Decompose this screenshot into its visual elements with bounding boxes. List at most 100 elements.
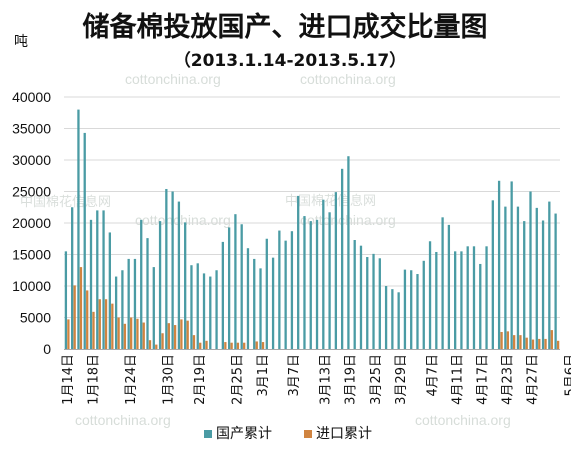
y-tick-label: 25000 bbox=[12, 184, 51, 200]
x-tick-label: 3月7日 bbox=[287, 354, 302, 397]
bar-domestic bbox=[485, 246, 488, 349]
bar-import bbox=[111, 303, 114, 349]
bar-domestic bbox=[466, 246, 469, 349]
bar-import bbox=[230, 342, 233, 349]
bar-domestic bbox=[71, 207, 74, 349]
bar-domestic bbox=[548, 201, 551, 349]
bar-domestic bbox=[246, 248, 250, 349]
bar-domestic bbox=[253, 258, 256, 349]
x-tick-label: 3月1日 bbox=[256, 354, 271, 397]
x-tick-label: 1月30日 bbox=[162, 354, 177, 405]
bar-domestic bbox=[102, 210, 105, 349]
bar-domestic bbox=[221, 241, 224, 349]
bar-domestic bbox=[347, 156, 350, 349]
y-axis-unit: 吨 bbox=[14, 34, 28, 50]
bar-import bbox=[117, 317, 120, 349]
bar-domestic bbox=[190, 265, 193, 349]
x-tick-label: 1月14日 bbox=[61, 354, 76, 405]
watermark-domain: cottonchina.org bbox=[135, 212, 231, 228]
bar-import bbox=[136, 318, 139, 349]
watermark-cn: 中国棉花信息网 bbox=[20, 194, 111, 210]
bar-domestic bbox=[322, 199, 325, 349]
bar-domestic bbox=[259, 268, 262, 349]
bar-domestic bbox=[378, 258, 381, 349]
bar-domestic bbox=[114, 276, 118, 349]
y-tick-label: 15000 bbox=[12, 247, 51, 263]
bar-domestic bbox=[454, 251, 457, 349]
bar-domestic bbox=[497, 180, 501, 349]
bar-domestic bbox=[447, 224, 451, 349]
bar-domestic bbox=[146, 238, 149, 349]
bar-domestic bbox=[284, 240, 287, 349]
x-tick-label: 4月17日 bbox=[476, 354, 491, 405]
bar-domestic bbox=[158, 221, 162, 349]
bar-domestic bbox=[353, 240, 356, 349]
bar-domestic bbox=[290, 231, 294, 349]
bar-domestic bbox=[372, 253, 375, 349]
bar-import bbox=[513, 335, 516, 349]
x-tick-label: 1月18日 bbox=[86, 354, 101, 405]
x-tick-label: 4月7日 bbox=[425, 354, 440, 397]
bar-domestic bbox=[278, 230, 281, 349]
bar-domestic bbox=[535, 207, 538, 349]
bar-domestic bbox=[315, 219, 319, 349]
bar-import bbox=[167, 323, 170, 349]
bar-domestic bbox=[171, 191, 174, 349]
bar-import bbox=[500, 331, 503, 349]
watermark-domain: cottonchina.org bbox=[415, 412, 511, 428]
bar-domestic bbox=[89, 219, 93, 349]
legend-label-domestic: 国产累计 bbox=[216, 426, 272, 442]
bar-import bbox=[86, 290, 89, 349]
bar-domestic bbox=[108, 232, 111, 349]
bar-import bbox=[519, 335, 522, 349]
bar-domestic bbox=[403, 269, 407, 349]
bar-domestic bbox=[510, 181, 513, 349]
bar-import bbox=[556, 340, 560, 349]
bar-import bbox=[224, 342, 227, 349]
bar-import bbox=[186, 320, 189, 349]
bar-domestic bbox=[472, 246, 476, 349]
bar-domestic bbox=[334, 192, 338, 349]
x-tick-label: 1月24日 bbox=[124, 354, 139, 405]
y-tick-label: 5000 bbox=[20, 310, 51, 326]
bar-domestic bbox=[202, 273, 206, 349]
legend: 国产累计 进口累计 bbox=[204, 426, 372, 442]
bar-import bbox=[142, 322, 145, 349]
bar-domestic bbox=[152, 267, 155, 349]
bar-import bbox=[130, 317, 133, 349]
bar-import bbox=[525, 337, 528, 349]
bar-domestic bbox=[177, 201, 181, 349]
x-tick-label: 5月6日 bbox=[563, 354, 571, 397]
bar-domestic bbox=[491, 200, 494, 349]
bar-import bbox=[199, 342, 202, 349]
bar-domestic bbox=[516, 206, 520, 349]
bar-domestic bbox=[554, 213, 557, 349]
bar-import bbox=[161, 333, 164, 349]
bar-domestic bbox=[265, 238, 268, 349]
bar-import bbox=[261, 342, 265, 349]
bar-domestic bbox=[422, 260, 425, 349]
bar-domestic bbox=[328, 212, 331, 349]
x-tick-label: 4月23日 bbox=[501, 354, 516, 405]
bar-domestic bbox=[435, 251, 438, 349]
bar-import bbox=[544, 338, 547, 349]
bar-domestic bbox=[309, 221, 312, 349]
bar-domestic bbox=[227, 227, 231, 349]
bar-import bbox=[255, 341, 258, 349]
x-tick-label: 3月13日 bbox=[319, 354, 334, 405]
legend-swatch-import bbox=[304, 430, 312, 438]
x-tick-label: 4月27日 bbox=[526, 354, 541, 405]
bar-domestic bbox=[428, 241, 432, 349]
bar-import bbox=[123, 323, 127, 349]
bar-domestic bbox=[391, 289, 394, 349]
watermark-domain: cottonchina.org bbox=[125, 71, 221, 87]
bar-domestic bbox=[410, 270, 413, 349]
x-tick-label: 4月11日 bbox=[450, 354, 465, 405]
watermark-domain: cottonchina.org bbox=[75, 412, 171, 428]
legend-swatch-domestic bbox=[204, 430, 212, 438]
chart-subtitle: （2013.1.14-2013.5.17） bbox=[174, 50, 407, 71]
y-tick-label: 10000 bbox=[12, 278, 51, 294]
bar-domestic bbox=[441, 217, 444, 349]
bar-import bbox=[148, 340, 152, 349]
